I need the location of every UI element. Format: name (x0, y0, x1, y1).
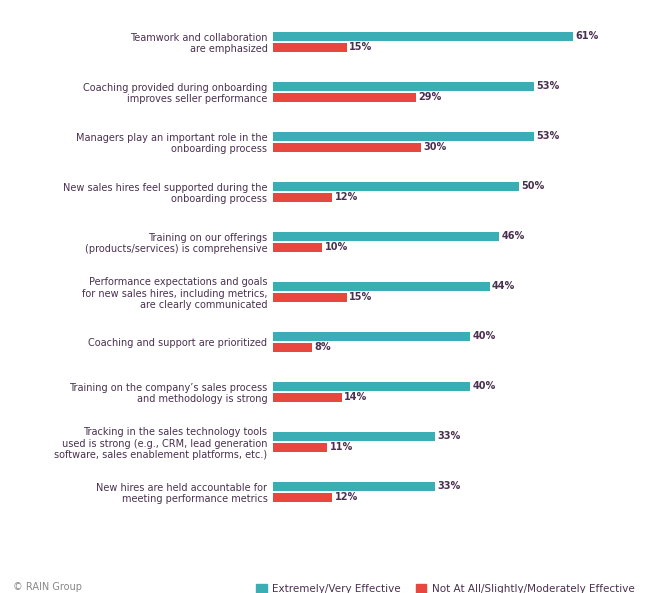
Text: 15%: 15% (349, 292, 372, 302)
Text: 61%: 61% (576, 31, 599, 42)
Bar (273, 482, 436, 491)
Bar (273, 282, 489, 291)
Bar (273, 382, 470, 391)
Text: 44%: 44% (492, 281, 515, 291)
Text: 40%: 40% (473, 331, 495, 342)
Bar (273, 32, 573, 41)
Text: 53%: 53% (536, 132, 560, 141)
Bar (273, 332, 470, 341)
Bar (273, 182, 519, 191)
Bar (273, 193, 332, 202)
Text: 33%: 33% (438, 482, 461, 492)
Bar (273, 432, 436, 441)
Text: 40%: 40% (473, 381, 495, 391)
Bar (273, 443, 327, 452)
Text: 10%: 10% (325, 243, 348, 253)
Text: 12%: 12% (335, 492, 358, 502)
Bar (273, 232, 499, 241)
Text: 53%: 53% (536, 81, 560, 91)
Bar (273, 343, 313, 352)
Legend: Extremely/Very Effective, Not At All/Slightly/Moderately Effective: Extremely/Very Effective, Not At All/Sli… (252, 580, 638, 593)
Text: 33%: 33% (438, 431, 461, 441)
Text: 29%: 29% (418, 93, 441, 103)
Text: 46%: 46% (502, 231, 525, 241)
Text: 50%: 50% (521, 181, 545, 192)
Text: 12%: 12% (335, 192, 358, 202)
Text: 15%: 15% (349, 42, 372, 52)
Bar (273, 132, 534, 141)
Bar (273, 143, 421, 152)
Text: 14%: 14% (344, 393, 368, 402)
Bar (273, 393, 342, 402)
Text: 8%: 8% (315, 342, 332, 352)
Bar (273, 93, 416, 102)
Text: 30%: 30% (423, 142, 447, 152)
Bar (273, 43, 347, 52)
Bar (273, 493, 332, 502)
Bar (273, 82, 534, 91)
Text: 11%: 11% (330, 442, 353, 452)
Bar (273, 293, 347, 302)
Text: © RAIN Group: © RAIN Group (13, 582, 82, 592)
Bar (273, 243, 322, 252)
